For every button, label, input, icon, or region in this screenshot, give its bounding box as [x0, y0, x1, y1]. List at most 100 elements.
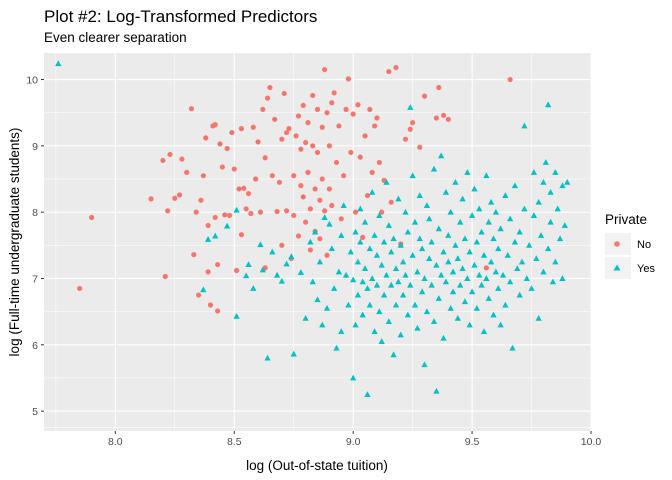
legend: Private No Yes	[605, 212, 655, 279]
data-point-no	[194, 210, 199, 215]
data-point-no	[313, 186, 318, 191]
data-point-no	[222, 212, 227, 217]
data-point-no	[324, 253, 329, 258]
data-point-no	[77, 286, 82, 291]
data-point-no	[389, 200, 394, 205]
data-point-no	[355, 102, 360, 107]
data-point-no	[163, 274, 168, 279]
y-axis-label: log (Full-time undergraduate students)	[7, 128, 22, 357]
data-point-no	[203, 135, 208, 140]
data-point-no	[315, 150, 320, 155]
data-point-no	[234, 268, 239, 273]
data-point-no	[301, 103, 306, 108]
data-point-no	[348, 150, 353, 155]
data-point-no	[251, 125, 256, 130]
data-point-no	[225, 146, 230, 151]
data-point-no	[303, 140, 308, 145]
data-point-no	[253, 176, 258, 181]
data-point-no	[351, 111, 356, 116]
data-point-no	[217, 141, 222, 146]
data-point-no	[227, 213, 232, 218]
data-point-no	[410, 120, 415, 125]
data-point-no	[206, 223, 211, 228]
data-point-no	[208, 302, 213, 307]
data-point-no	[260, 107, 265, 112]
data-point-no	[213, 215, 218, 220]
data-point-no	[184, 170, 189, 175]
data-point-no	[484, 265, 489, 270]
data-point-no	[341, 173, 346, 178]
x-axis-label: log (Out-of-state tuition)	[246, 458, 388, 473]
data-point-no	[377, 160, 382, 165]
x-tick-label: 8.0	[108, 436, 123, 448]
data-point-no	[172, 196, 177, 201]
data-point-no	[436, 85, 441, 90]
data-point-no	[386, 69, 391, 74]
data-point-no	[310, 93, 315, 98]
data-point-no	[239, 232, 244, 237]
data-point-no	[282, 91, 287, 96]
y-tick-label: 7	[32, 273, 38, 285]
data-point-no	[327, 186, 332, 191]
data-point-no	[303, 220, 308, 225]
data-point-no	[263, 155, 268, 160]
data-point-no	[244, 206, 249, 211]
data-point-no	[301, 194, 306, 199]
data-point-no	[298, 147, 303, 152]
y-tick-label: 5	[32, 406, 38, 418]
data-point-no	[293, 133, 298, 138]
data-point-no	[148, 196, 153, 201]
data-point-no	[308, 247, 313, 252]
data-point-no	[267, 85, 272, 90]
data-point-no	[403, 137, 408, 142]
chart-subtitle: Even clearer separation	[44, 30, 187, 45]
y-tick-label: 10	[26, 75, 38, 87]
data-point-no	[329, 203, 334, 208]
x-tick-label: 9.0	[346, 436, 361, 448]
data-point-no	[296, 233, 301, 238]
data-point-no	[372, 123, 377, 128]
data-point-no	[165, 208, 170, 213]
data-point-no	[358, 155, 363, 160]
data-point-no	[232, 166, 237, 171]
data-point-no	[362, 133, 367, 138]
data-point-no	[329, 100, 334, 105]
data-point-no	[320, 176, 325, 181]
data-point-no	[417, 145, 422, 150]
data-point-no	[308, 206, 313, 211]
data-point-no	[236, 186, 241, 191]
data-point-no	[393, 65, 398, 70]
data-point-no	[246, 191, 251, 196]
data-point-no	[322, 67, 327, 72]
data-point-no	[191, 252, 196, 257]
data-point-no	[196, 292, 201, 297]
data-point-no	[265, 95, 270, 100]
x-tick-label: 10.0	[581, 436, 602, 448]
data-point-no	[317, 236, 322, 241]
data-point-no	[179, 157, 184, 162]
data-point-no	[336, 123, 341, 128]
data-point-no	[198, 198, 203, 203]
data-point-no	[229, 130, 234, 135]
data-point-no	[332, 90, 337, 95]
data-point-no	[220, 164, 225, 169]
y-tick-label: 8	[32, 207, 38, 219]
data-point-no	[215, 308, 220, 313]
data-point-no	[367, 107, 372, 112]
data-point-no	[365, 193, 370, 198]
data-point-no	[255, 139, 260, 144]
x-tick-label: 8.5	[227, 436, 242, 448]
data-point-no	[305, 170, 310, 175]
data-point-no	[408, 127, 413, 132]
y-axis-ticks: 5 6 7 8 9 10	[26, 75, 44, 419]
data-point-no	[346, 76, 351, 81]
data-point-no	[334, 160, 339, 165]
data-point-no	[305, 120, 310, 125]
data-point-no	[189, 106, 194, 111]
data-point-no	[241, 186, 246, 191]
data-point-no	[291, 213, 296, 218]
data-point-no	[339, 216, 344, 221]
data-point-no	[320, 125, 325, 130]
data-point-no	[274, 209, 279, 214]
